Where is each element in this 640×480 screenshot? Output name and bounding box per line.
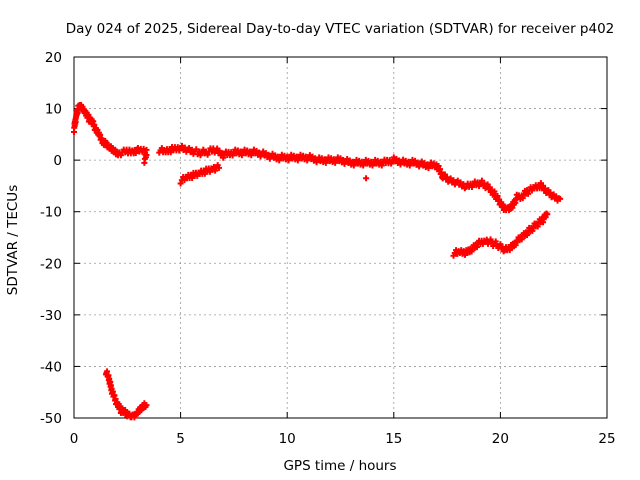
- x-tick-label: 0: [70, 431, 79, 447]
- plot-frame: [73, 56, 608, 419]
- data-point: [444, 174, 451, 181]
- data-point: [509, 204, 516, 211]
- data-point: [90, 118, 97, 125]
- y-tick-label: 10: [45, 102, 62, 118]
- data-point: [109, 388, 116, 395]
- y-tick-label: -40: [40, 359, 62, 375]
- y-tick-label: 20: [45, 50, 62, 66]
- data-point: [117, 403, 124, 410]
- data-point: [518, 236, 525, 243]
- data-point: [132, 149, 139, 156]
- data-point: [388, 160, 395, 167]
- data-point: [542, 185, 549, 192]
- data-point: [143, 151, 150, 158]
- x-tick-label: 25: [598, 431, 615, 447]
- y-tick-labels: 20 10 0 -10 -20 -30 -40 -50: [40, 50, 62, 427]
- x-axis-label: GPS time / hours: [283, 458, 396, 474]
- data-point: [529, 227, 536, 234]
- data-points: [71, 101, 564, 421]
- data-point: [363, 175, 370, 182]
- y-tick-label: -50: [40, 411, 62, 427]
- data-point: [494, 193, 501, 200]
- axis-ticks: [73, 56, 608, 419]
- y-tick-label: -30: [40, 308, 62, 324]
- data-point: [111, 392, 118, 399]
- data-point: [544, 211, 551, 218]
- data-point: [524, 232, 531, 239]
- data-point: [143, 402, 150, 409]
- data-point: [492, 238, 499, 245]
- x-tick-label: 15: [385, 431, 402, 447]
- chart-title: Day 024 of 2025, Sidereal Day-to-day VTE…: [66, 21, 615, 37]
- y-axis-label: SDTVAR / TECUs: [5, 185, 21, 295]
- data-point: [473, 244, 480, 251]
- data-point: [97, 131, 104, 138]
- data-point: [85, 111, 92, 118]
- data-point: [143, 146, 150, 153]
- y-tick-label: -20: [40, 256, 62, 272]
- y-tick-label: 0: [53, 153, 62, 169]
- x-tick-label: 10: [279, 431, 296, 447]
- data-point: [525, 190, 532, 197]
- y-tick-label: -10: [40, 205, 62, 221]
- data-point: [215, 164, 222, 171]
- data-point: [468, 183, 475, 190]
- data-point: [104, 368, 111, 375]
- x-tick-labels: 0 5 10 15 20 25: [70, 431, 616, 447]
- x-tick-label: 5: [176, 431, 185, 447]
- data-point: [534, 223, 541, 230]
- data-point: [177, 180, 184, 187]
- data-point: [557, 195, 564, 202]
- data-point: [220, 154, 227, 161]
- data-point: [91, 121, 98, 128]
- data-point: [229, 152, 236, 159]
- data-point: [519, 195, 526, 202]
- data-point: [112, 396, 119, 403]
- x-tick-label: 20: [492, 431, 509, 447]
- data-point: [204, 151, 211, 158]
